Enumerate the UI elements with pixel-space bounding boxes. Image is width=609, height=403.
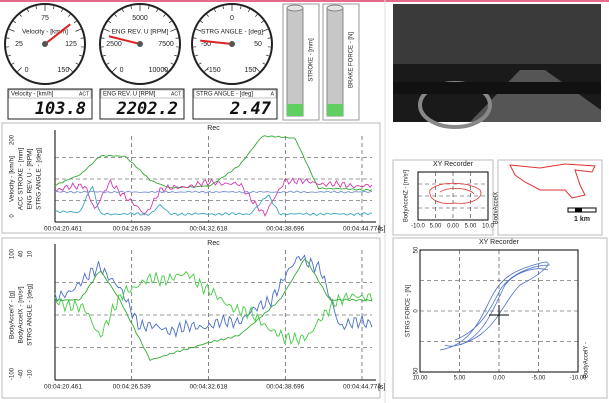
meter-tube (287, 8, 303, 116)
time-tick-label: 00:04:38.696 (266, 384, 304, 391)
time-tick-label: 00:04:38.696 (266, 226, 304, 233)
recorder-title: Rec (207, 125, 220, 132)
gauge-tick-label: 5000 (132, 15, 148, 22)
y-tick-label: 200 (10, 134, 16, 145)
x-axis-label: BodyAccelY - (584, 342, 590, 378)
meter-top (287, 5, 303, 11)
meter-fill (287, 104, 303, 116)
recorder-frame (2, 238, 380, 398)
y-tick-label: -10 (28, 369, 34, 378)
y-tick-label: 10 (28, 250, 34, 257)
y-tick-label: 40 (19, 250, 25, 257)
gauge-tick-label: 75 (41, 15, 49, 22)
x-tick-label: 5.00 (430, 224, 442, 230)
axis-label: BodyAccelX - [m/s²] (18, 286, 25, 343)
gauge-tick-label: -150 (207, 67, 221, 74)
display-label: Velocity - [km/h] (11, 92, 54, 98)
meter-tube (327, 8, 343, 116)
display-label: ENG REV. U [RPM] (103, 92, 156, 98)
meter-fill (327, 104, 343, 116)
x-tick-label: -10.0 (411, 224, 425, 230)
gauge-tick-label: 0 (25, 67, 29, 74)
xy-title: XY Recorder (479, 239, 520, 246)
xy-title: XY Recorder (433, 161, 474, 168)
gauge-tick-label: 150 (58, 67, 70, 74)
map-scale-label: 1 km (574, 216, 590, 223)
gauge-hub (42, 41, 48, 47)
y-axis-label: BodyAccelZ - [m/s²] (404, 169, 410, 222)
y-axis-label: STRG FORCE - [N] (406, 285, 412, 338)
x-tick-label: 5.00 (465, 224, 477, 230)
y-tick-label: -100 (10, 367, 16, 380)
time-unit: [s] (378, 384, 385, 391)
meter-label: STROKE - [mm] (309, 38, 315, 82)
gauge-tick-label: 50 (254, 41, 262, 48)
y-tick-label: 50 (414, 246, 420, 253)
gauge-hub (229, 41, 235, 47)
y-tick-label: 100 (10, 248, 16, 259)
video-sky (393, 4, 601, 64)
display-tag: ACT (79, 91, 89, 97)
x-tick-label: 5.00 (454, 376, 466, 382)
recorder-frame (2, 123, 380, 233)
y-tick-label: -40 (19, 369, 25, 378)
axis-label: ENG REV. U - [RPM] (27, 148, 34, 209)
gauge-label: ENG REV. U [RPM] (112, 29, 169, 36)
time-tick-label: 00:04:20.461 (44, 384, 82, 391)
time-tick-label: 00:04:44.774 (343, 226, 381, 233)
axis-label: STRG ANGLE - [deg] (36, 148, 43, 210)
axis-label: ACC STROKE - [mm] (18, 148, 25, 211)
axis-label: BodyAccelY - [g] (9, 291, 16, 339)
time-tick-label: 00:04:32.618 (190, 384, 228, 391)
gauge-tick-label: 125 (65, 41, 77, 48)
display-value: 2202.2 (116, 99, 178, 119)
display-label: STRG ANGLE - [deg] (196, 92, 253, 98)
map-scale (575, 208, 582, 212)
meter-label: BRAKE FORCE - [N] (349, 32, 355, 88)
time-tick-label: 00:04:32.618 (190, 226, 228, 233)
x-tick-label: 0.00 (447, 224, 459, 230)
display-value: 103.8 (35, 99, 86, 119)
video-dash (393, 82, 601, 94)
x-tick-label: -5.00 (532, 376, 546, 382)
gauge-tick-label: 25 (15, 41, 23, 48)
time-tick-label: 00:04:20.461 (44, 226, 82, 233)
gauge-tick-label: 2500 (106, 41, 122, 48)
gauge-hub (137, 41, 143, 47)
axis-label: Velocity - [km/h] (9, 156, 16, 202)
gauge-tick-label: 10000 (149, 67, 169, 74)
recorder-title: Rec (207, 240, 220, 247)
time-unit: [s] (378, 226, 385, 233)
time-tick-label: 00:04:44.774 (343, 384, 381, 391)
time-tick-label: 00:04:26.539 (113, 384, 151, 391)
display-tag: ACT (171, 91, 181, 97)
gauge-tick-label: 150 (245, 67, 257, 74)
daq-screen: 0 25 75 125 150 Velocity - [km/h] 0 2500 5000 750… (0, 0, 609, 403)
gauge-label: STRG ANGLE - [deg] (201, 29, 263, 36)
time-tick-label: 00:04:26.539 (113, 226, 151, 233)
y-tick-label: -50 (414, 367, 420, 376)
gauge-tick-label: 0 (230, 15, 234, 22)
display-value: 2.47 (229, 99, 272, 119)
x-tick-label: 0.00 (493, 376, 505, 382)
xy-frame (393, 238, 607, 398)
gauge-tick-label: 0 (120, 67, 124, 74)
meter-top (327, 5, 343, 11)
gauge-tick-label: 7500 (158, 41, 174, 48)
axis-label: STRG ANGLE - [deg] (27, 284, 34, 346)
